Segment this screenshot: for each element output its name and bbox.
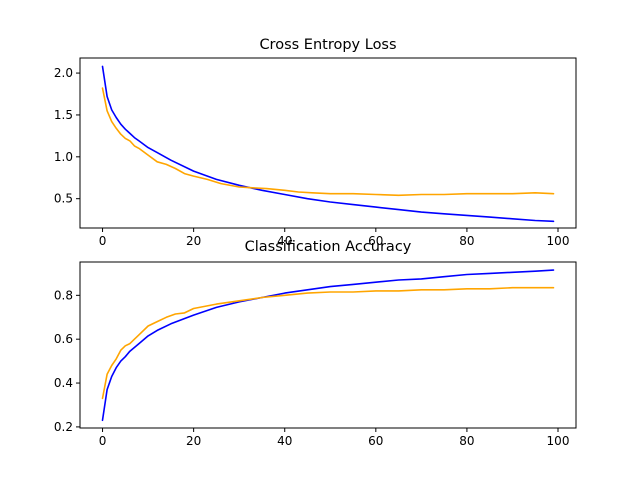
loss-axis-ticks: 0 20 40 60 80 100 0.5 1.0 1.5 2.0	[54, 66, 570, 248]
accuracy-axis-ticks: 0 20 40 60 80 100 0.2 0.4 0.6 0.8	[54, 288, 570, 448]
loss-train-line	[101, 65, 555, 223]
loss-plot-frame	[79, 57, 577, 229]
loss-x-tick-label: 40	[277, 234, 292, 248]
accuracy-x-tick-label: 20	[186, 434, 201, 448]
accuracy-x-tick-label: 100	[547, 434, 570, 448]
accuracy-x-tick-label: 60	[368, 434, 383, 448]
accuracy-chart: 0 20 40 60 80 100 0.2 0.4 0.6 0.8 Classification …	[54, 239, 577, 448]
accuracy-test-line	[101, 286, 555, 400]
accuracy-x-tick-label: 80	[459, 434, 474, 448]
accuracy-y-tick-label: 0.4	[54, 376, 73, 390]
accuracy-y-tick-label: 0.2	[54, 420, 73, 434]
loss-x-tick-label: 0	[99, 234, 107, 248]
accuracy-y-tick-label: 0.6	[54, 332, 73, 346]
accuracy-plot-frame	[79, 261, 577, 429]
loss-y-tick-label: 1.0	[54, 150, 73, 164]
loss-x-tick-label: 100	[547, 234, 570, 248]
loss-chart: Cross Entropy Loss 0 20 40 60 80 100 0.5 1.0 1.5…	[54, 37, 577, 248]
accuracy-x-tick-label: 0	[99, 434, 107, 448]
loss-x-tick-label: 20	[186, 234, 201, 248]
accuracy-series	[101, 269, 555, 422]
loss-x-tick-label: 80	[459, 234, 474, 248]
accuracy-y-tick-label: 0.8	[54, 288, 73, 302]
loss-y-tick-label: 2.0	[54, 66, 73, 80]
loss-chart-title: Cross Entropy Loss	[259, 37, 396, 53]
accuracy-chart-title: Classification Accuracy	[245, 239, 412, 255]
accuracy-x-tick-label: 40	[277, 434, 292, 448]
loss-x-tick-label: 60	[368, 234, 383, 248]
loss-y-tick-label: 1.5	[54, 108, 73, 122]
loss-y-tick-label: 0.5	[54, 192, 73, 206]
loss-test-line	[101, 87, 555, 197]
loss-series	[101, 65, 555, 223]
